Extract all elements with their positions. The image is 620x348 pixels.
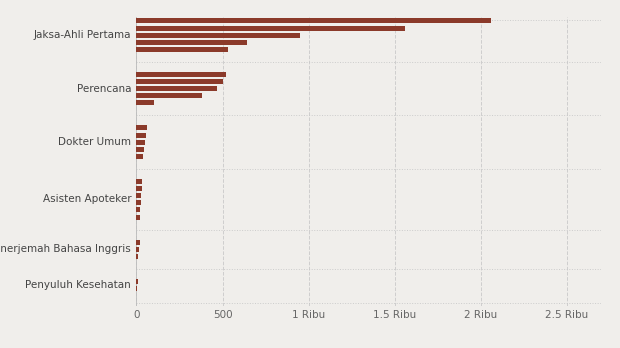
Bar [136,18,491,23]
Text: Penerjemah Bahasa Inggris: Penerjemah Bahasa Inggris [0,244,131,254]
Bar [136,147,144,152]
Bar [136,86,218,91]
Bar [136,279,138,284]
Bar [136,93,202,98]
Bar [136,207,140,213]
Bar [136,186,141,191]
Bar [136,47,228,52]
Bar [136,247,139,252]
Text: Penyuluh Kesehatan: Penyuluh Kesehatan [25,280,131,290]
Bar [136,125,147,130]
Bar [136,200,141,205]
Bar [136,72,226,77]
Bar [136,239,140,245]
Bar [136,254,138,259]
Bar [136,286,137,291]
Bar [136,133,146,137]
Bar [136,26,405,31]
Bar [136,179,143,184]
Bar [136,140,145,145]
Text: Asisten Apoteker: Asisten Apoteker [43,194,131,204]
Text: Dokter Umum: Dokter Umum [58,137,131,147]
Text: Jaksa-Ahli Pertama: Jaksa-Ahli Pertama [33,30,131,40]
Bar [136,154,143,159]
Bar [136,79,223,84]
Bar [136,215,140,220]
Text: Perencana: Perencana [77,84,131,94]
Bar [136,101,154,105]
Bar [136,33,300,38]
Bar [136,193,141,198]
Bar [136,40,247,45]
